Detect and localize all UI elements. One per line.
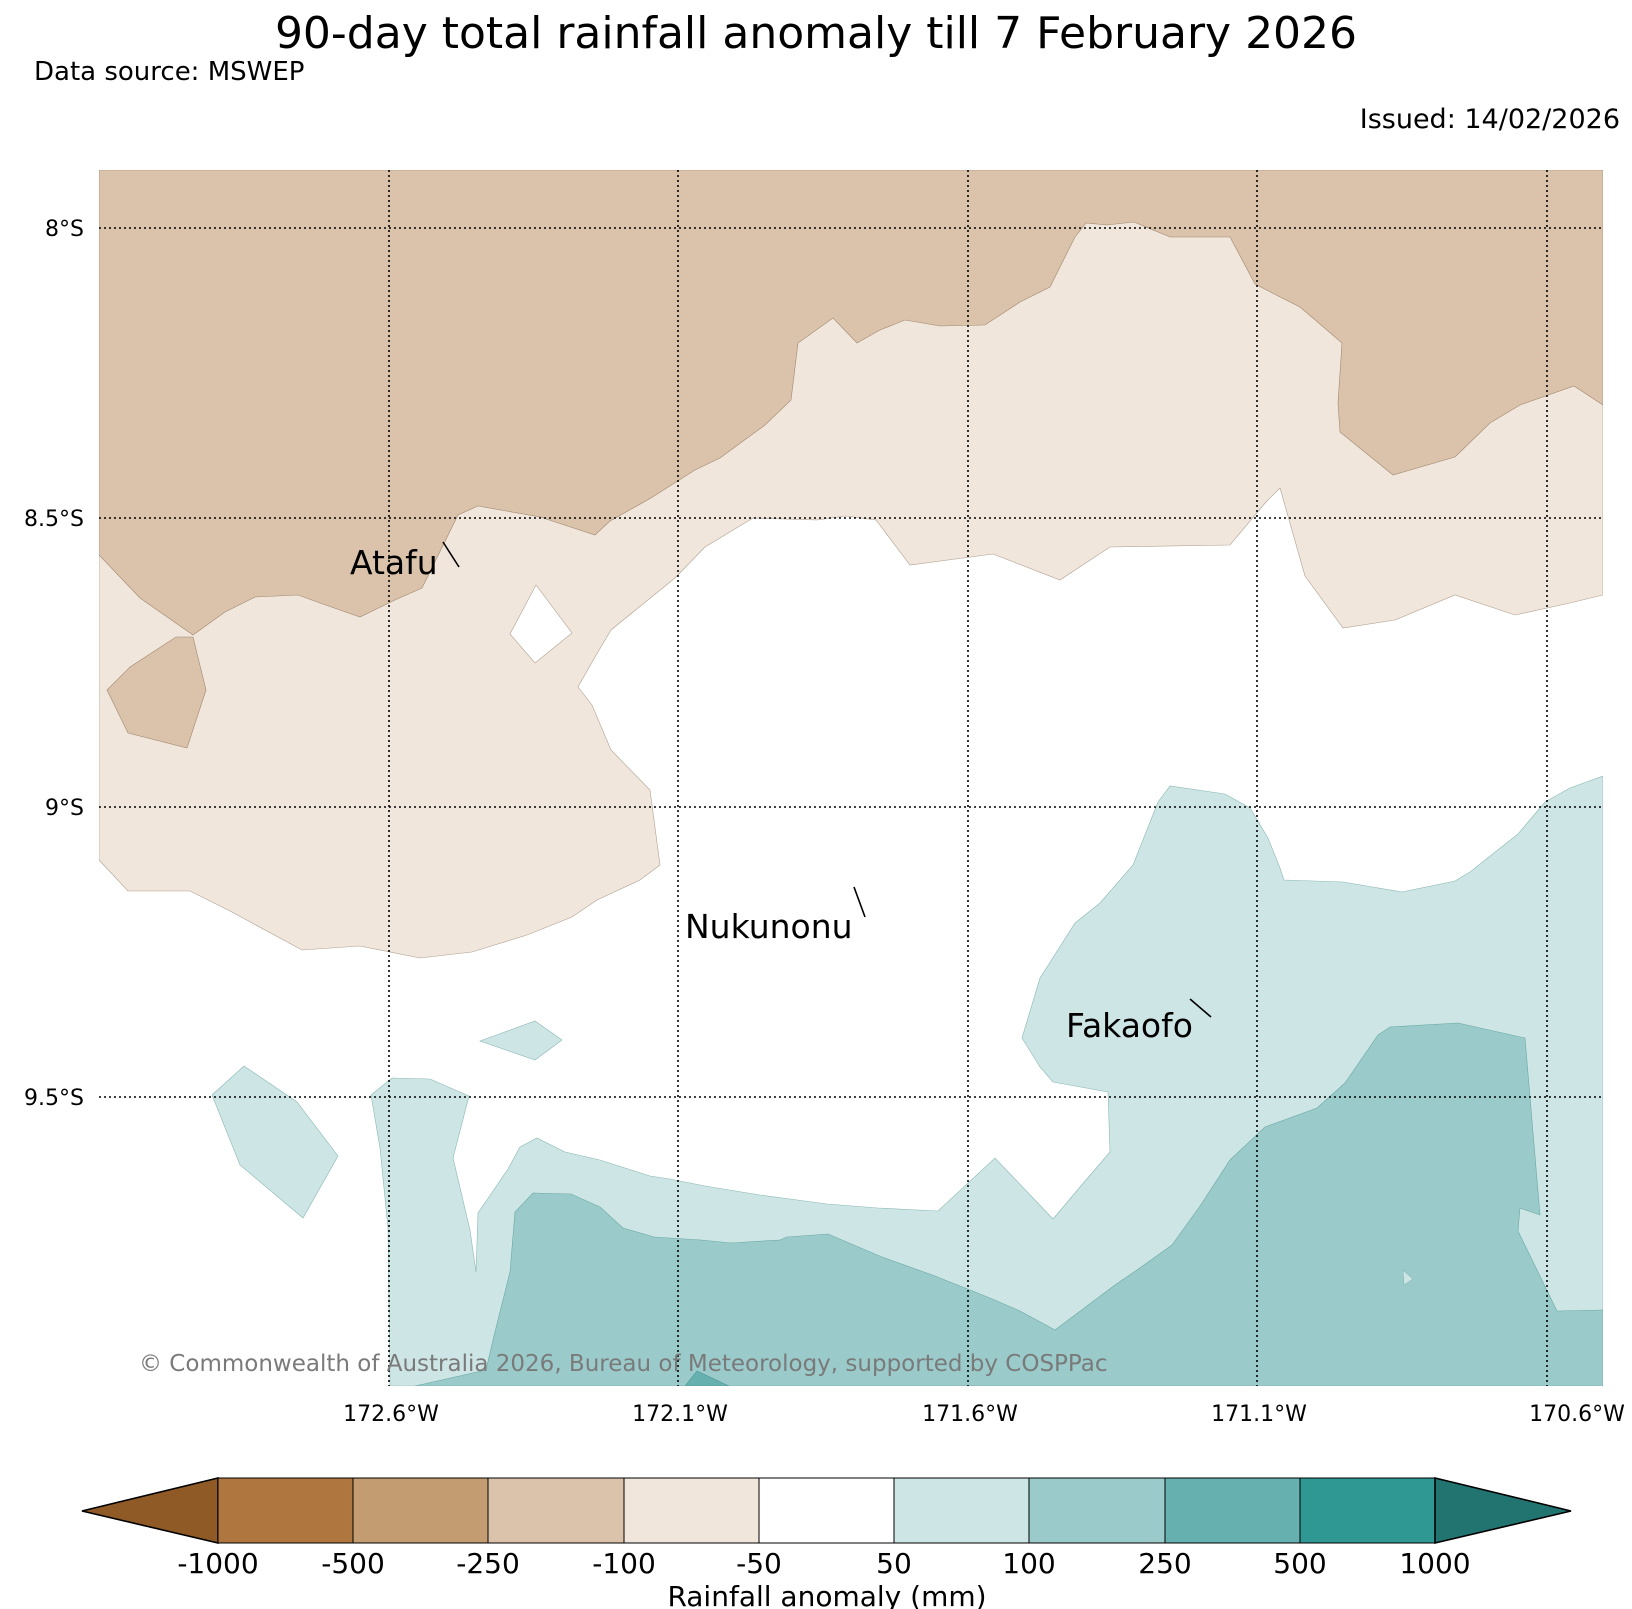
colorbar-axis-label: Rainfall anomaly (mm)	[667, 1580, 986, 1609]
colorbar-tick-label: 250	[1138, 1547, 1191, 1580]
colorbar-extend-low	[81, 1476, 219, 1545]
lon-axis-labels: 172.6°W 172.1°W 171.6°W 171.1°W 170.6°W	[343, 1402, 1625, 1427]
colorbar-bin-7	[1028, 1477, 1166, 1544]
colorbar-bin-1	[217, 1477, 354, 1544]
colorbar-bin-2	[352, 1477, 489, 1544]
colorbar-tick-label: 1000	[1399, 1547, 1470, 1580]
issued-date-label: Issued: 14/02/2026	[1360, 104, 1620, 135]
colorbar-tick-labels: -1000 -500 -250 -100 -50 50 100 250 500 …	[177, 1547, 1470, 1580]
colorbar-tick-label: -1000	[177, 1547, 258, 1580]
anomaly-region-dry	[99, 170, 1603, 636]
anomaly-patch-very-wet	[684, 1370, 730, 1386]
lat-label-9-5s: 9.5°S	[24, 1086, 84, 1111]
colorbar-bin-5	[758, 1477, 895, 1544]
lon-label-171-6w: 171.6°W	[922, 1402, 1018, 1427]
map-area[interactable]: Atafu Nukunonu Fakaofo © Commonwealth of…	[99, 170, 1603, 1386]
place-label-atafu[interactable]: Atafu	[350, 543, 438, 582]
place-label-fakaofo[interactable]: Fakaofo	[1066, 1006, 1193, 1045]
lon-label-171-1w: 171.1°W	[1211, 1402, 1307, 1427]
lon-label-172-1w: 172.1°W	[632, 1402, 728, 1427]
copyright-notice: © Commonwealth of Australia 2026, Bureau…	[139, 1351, 1108, 1377]
colorbar-bin-3	[487, 1477, 625, 1544]
fakaofo-leader-line	[1189, 998, 1212, 1018]
map-title: 90-day total rainfall anomaly till 7 Feb…	[275, 8, 1357, 59]
colorbar-tick-label: -250	[456, 1547, 520, 1580]
gridlines	[99, 170, 1603, 1386]
colorbar-bin-9	[1299, 1477, 1436, 1544]
lat-label-9s: 9°S	[45, 796, 84, 821]
colorbar-tick-label: 500	[1273, 1547, 1326, 1580]
colorbar-tick-label: -50	[736, 1547, 782, 1580]
colorbar-bin-4	[623, 1477, 760, 1544]
colorbar-tick-label: 50	[876, 1547, 912, 1580]
atafu-leader-line	[442, 541, 460, 568]
anomaly-patch-wet-1	[479, 1020, 563, 1061]
colorbar-extend-high	[1434, 1476, 1572, 1545]
colorbar: -1000 -500 -250 -100 -50 50 100 250 500 …	[81, 1476, 1572, 1609]
colorbar-tick-label: 100	[1002, 1547, 1055, 1580]
anomaly-region-wet	[414, 1022, 1603, 1386]
lon-label-172-6w: 172.6°W	[343, 1402, 439, 1427]
colorbar-tick-label: -500	[321, 1547, 385, 1580]
anomaly-hole-white	[509, 584, 573, 664]
colorbar-bin-6	[893, 1477, 1030, 1544]
anomaly-patch-wet-2	[211, 1065, 339, 1219]
lon-label-170-6w: 170.6°W	[1529, 1402, 1625, 1427]
place-label-nukunonu[interactable]: Nukunonu	[685, 907, 853, 946]
anomaly-patch-wet-3	[1402, 1269, 1414, 1286]
lat-label-8s: 8°S	[45, 217, 84, 242]
colorbar-tick-label: -100	[592, 1547, 656, 1580]
data-source-label: Data source: MSWEP	[34, 57, 304, 87]
place-labels: Atafu Nukunonu Fakaofo	[350, 541, 1212, 1045]
lat-label-8-5s: 8.5°S	[24, 507, 84, 532]
lat-axis-labels: 8°S 8.5°S 9°S 9.5°S	[24, 217, 84, 1111]
anomaly-patch-dry-west	[106, 636, 207, 749]
nukunonu-leader-line	[853, 886, 866, 918]
colorbar-bin-8	[1164, 1477, 1301, 1544]
